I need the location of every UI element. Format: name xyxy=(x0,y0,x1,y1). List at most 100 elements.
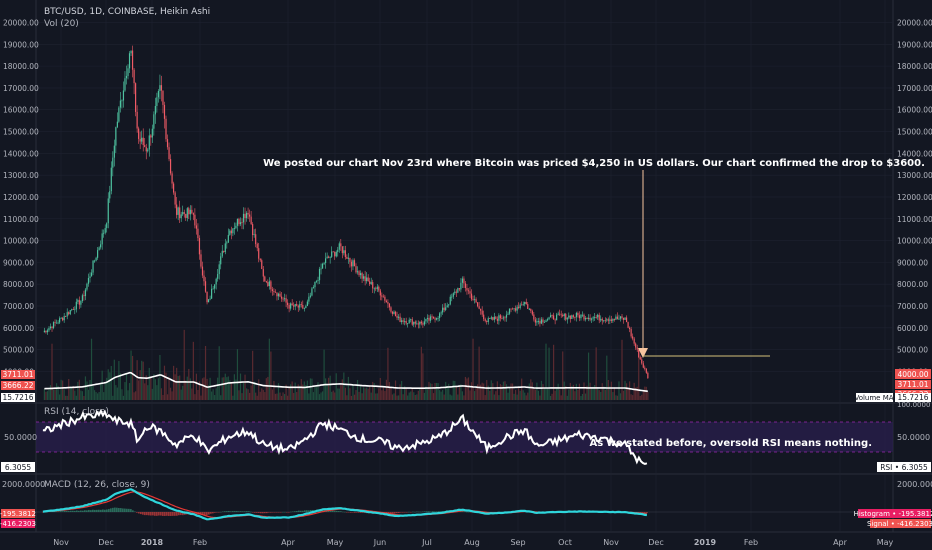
volume-bar xyxy=(452,380,454,400)
candle-body xyxy=(417,323,419,325)
volume-bar xyxy=(138,380,140,400)
macd-title: MACD (12, 26, close, 9) xyxy=(44,480,150,490)
volume-bar xyxy=(133,392,135,400)
volume-bar xyxy=(212,389,214,400)
candle-body xyxy=(419,321,421,325)
volume-bar xyxy=(97,393,99,400)
macd-hist-bar xyxy=(224,511,226,512)
volume-bar xyxy=(130,350,132,400)
candle-body xyxy=(253,234,255,236)
volume-bar xyxy=(470,382,473,400)
volume-bar xyxy=(644,386,646,400)
candle-body xyxy=(104,228,106,233)
volume-bar xyxy=(262,389,264,400)
macd-hist-bar xyxy=(152,512,154,516)
candle-body xyxy=(595,317,597,318)
candle-body xyxy=(321,263,324,269)
volume-bar xyxy=(43,389,46,400)
candle-body xyxy=(553,315,555,320)
volume-bar xyxy=(518,386,520,400)
candle-body xyxy=(211,288,213,299)
candle-body xyxy=(619,316,622,319)
candle-body xyxy=(490,317,492,319)
y-tick-right: 5000.00 xyxy=(897,346,928,355)
volume-bar xyxy=(147,385,149,400)
candle-body xyxy=(118,107,120,122)
candle-body xyxy=(457,288,459,293)
macd-hist-bar xyxy=(400,512,402,513)
macd-hist-bar xyxy=(258,512,260,513)
volume-bars xyxy=(43,329,649,400)
volume-bar xyxy=(563,381,565,400)
volume-bar xyxy=(515,389,517,400)
volume-bar xyxy=(141,360,143,400)
candle-body xyxy=(68,312,70,315)
volume-bar xyxy=(464,376,467,400)
volume-bar xyxy=(103,392,105,400)
volume-bar xyxy=(589,382,591,400)
candle-body xyxy=(296,304,298,306)
macd-hist-bar xyxy=(200,512,202,515)
x-tick: Dec xyxy=(648,538,663,547)
volume-bar xyxy=(315,387,318,400)
candle-body xyxy=(513,308,515,310)
candle-body xyxy=(229,230,231,235)
macd-hist-bar xyxy=(214,512,216,513)
volume-bar xyxy=(294,382,296,400)
candle-body xyxy=(522,304,524,306)
volume-bar xyxy=(584,393,587,400)
volume-bar xyxy=(227,376,229,400)
candle-body xyxy=(615,316,617,320)
macd-hist-bar xyxy=(66,510,68,512)
x-tick: 2019 xyxy=(694,538,717,547)
macd-hist-bar xyxy=(82,510,84,512)
macd-hist-bar xyxy=(264,512,266,514)
x-tick: Jul xyxy=(421,538,432,547)
volume-bar xyxy=(343,372,345,400)
macd-hist-bar xyxy=(350,512,352,513)
candle-body xyxy=(259,258,261,261)
candle-body xyxy=(566,317,568,320)
macd-hist-bar xyxy=(420,511,422,513)
volume-bar xyxy=(159,354,161,400)
volume-bar xyxy=(431,383,433,400)
candle-body xyxy=(139,138,141,142)
candle-body xyxy=(323,262,325,264)
volume-bar xyxy=(340,385,342,400)
candle-body xyxy=(131,50,134,70)
candle-body xyxy=(189,209,191,215)
volume-bar xyxy=(282,392,284,400)
candle-body xyxy=(180,214,182,219)
macd-hist-bar xyxy=(56,511,58,512)
candle-body xyxy=(271,289,274,292)
candle-body xyxy=(533,314,535,320)
candle-body xyxy=(256,244,258,249)
volume-bar xyxy=(256,395,258,400)
volume-bar xyxy=(90,338,93,400)
candle-body xyxy=(372,282,374,289)
volume-bar xyxy=(636,386,638,400)
candle-body xyxy=(177,207,179,215)
volume-bar xyxy=(489,390,491,400)
volume-bar xyxy=(176,367,178,400)
rsi-panel[interactable]: RSI (14, close) 50.0000 50.0000 100.0000… xyxy=(1,401,931,472)
volume-bar xyxy=(247,389,249,400)
volume-bar xyxy=(587,352,590,400)
macd-hist-bar xyxy=(424,511,426,512)
candle-body xyxy=(609,319,611,321)
candle-body xyxy=(280,296,283,299)
candle-body xyxy=(100,244,102,248)
volume-bar xyxy=(635,387,637,400)
volume-bar xyxy=(524,392,526,400)
candle-body xyxy=(458,288,460,290)
volume-bar xyxy=(401,380,403,400)
volume-bar xyxy=(419,388,421,400)
volume-bar xyxy=(543,387,546,400)
volume-bar xyxy=(376,393,378,400)
volume-bar xyxy=(381,390,383,400)
candle-body xyxy=(635,343,637,348)
macd-panel[interactable]: MACD (12, 26, close, 9) 2000.0000 2000.0… xyxy=(0,480,932,528)
volume-bar xyxy=(440,391,442,400)
candle-body xyxy=(454,291,456,294)
